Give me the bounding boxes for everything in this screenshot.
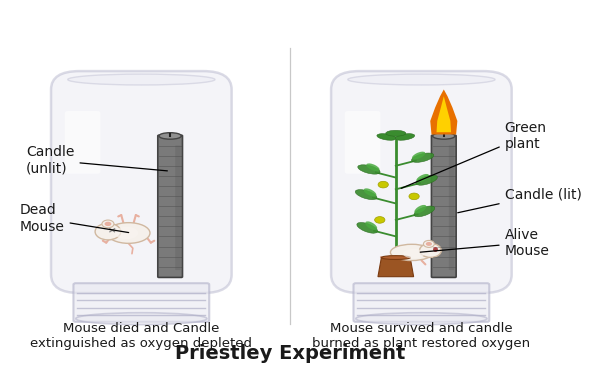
Point <box>482 313 489 317</box>
Circle shape <box>423 240 434 247</box>
Ellipse shape <box>107 223 150 243</box>
Ellipse shape <box>364 188 376 197</box>
Circle shape <box>419 243 441 258</box>
FancyBboxPatch shape <box>65 111 101 174</box>
Ellipse shape <box>348 74 495 85</box>
Circle shape <box>426 242 432 246</box>
Point <box>482 306 489 310</box>
Polygon shape <box>437 96 451 132</box>
Circle shape <box>409 193 419 200</box>
Ellipse shape <box>114 227 138 239</box>
FancyBboxPatch shape <box>74 283 209 322</box>
Text: Candle
(unlit): Candle (unlit) <box>26 145 167 175</box>
Text: Green
plant: Green plant <box>401 121 547 188</box>
Ellipse shape <box>365 221 377 230</box>
Ellipse shape <box>159 133 181 139</box>
FancyBboxPatch shape <box>353 283 489 322</box>
Ellipse shape <box>355 190 377 200</box>
Ellipse shape <box>366 164 380 171</box>
Circle shape <box>378 181 388 188</box>
Polygon shape <box>430 89 458 135</box>
Point <box>202 291 209 295</box>
Point <box>482 291 489 295</box>
Ellipse shape <box>381 256 410 259</box>
FancyBboxPatch shape <box>175 146 181 270</box>
FancyBboxPatch shape <box>345 111 380 174</box>
Ellipse shape <box>377 133 397 140</box>
Circle shape <box>95 223 121 240</box>
Point <box>74 298 81 303</box>
FancyBboxPatch shape <box>449 146 455 270</box>
Ellipse shape <box>391 244 433 261</box>
FancyBboxPatch shape <box>431 135 456 277</box>
Text: Priestley Experiment: Priestley Experiment <box>175 344 405 362</box>
Circle shape <box>105 222 111 226</box>
Point <box>354 298 361 303</box>
Ellipse shape <box>356 313 487 324</box>
Point <box>74 291 81 295</box>
Ellipse shape <box>357 223 377 233</box>
Ellipse shape <box>75 313 207 324</box>
Text: Candle (lit): Candle (lit) <box>458 187 582 213</box>
Ellipse shape <box>386 130 406 136</box>
Ellipse shape <box>416 174 429 182</box>
Ellipse shape <box>432 133 455 139</box>
Ellipse shape <box>412 153 434 162</box>
FancyBboxPatch shape <box>51 71 232 293</box>
Polygon shape <box>378 258 414 277</box>
Text: Mouse died and Candle
extinguished as oxygen depleted: Mouse died and Candle extinguished as ox… <box>31 322 252 350</box>
Point <box>354 313 361 317</box>
Ellipse shape <box>68 74 215 85</box>
Ellipse shape <box>403 249 425 258</box>
Ellipse shape <box>412 152 425 159</box>
Circle shape <box>102 220 114 228</box>
Point <box>202 313 209 317</box>
Ellipse shape <box>414 206 435 217</box>
Ellipse shape <box>415 205 426 214</box>
Point <box>74 313 81 317</box>
Text: Alive
Mouse: Alive Mouse <box>420 227 549 258</box>
Point <box>354 306 361 310</box>
Point <box>482 298 489 303</box>
Text: Mouse survived and candle
burned as plant restored oxygen: Mouse survived and candle burned as plan… <box>312 322 531 350</box>
FancyBboxPatch shape <box>158 135 183 277</box>
FancyBboxPatch shape <box>331 71 512 293</box>
Circle shape <box>374 217 385 223</box>
Ellipse shape <box>395 133 415 140</box>
Point <box>354 291 361 295</box>
Point <box>202 298 209 303</box>
Ellipse shape <box>358 165 380 174</box>
Point <box>202 306 209 310</box>
Point <box>74 306 81 310</box>
Text: Dead
Mouse: Dead Mouse <box>20 203 129 233</box>
Ellipse shape <box>416 175 437 185</box>
